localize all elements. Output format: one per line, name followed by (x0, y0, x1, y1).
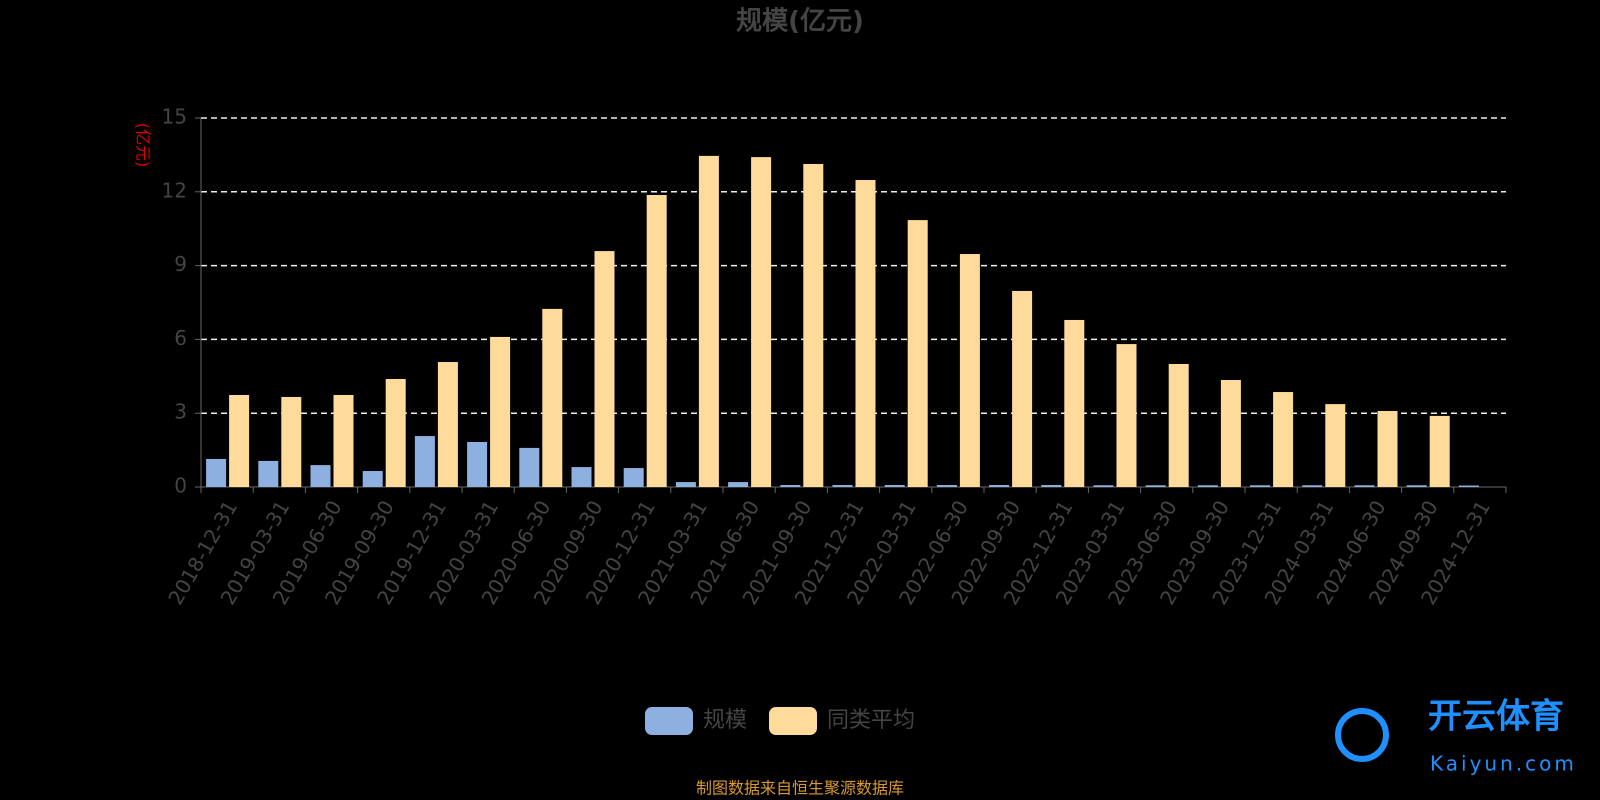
y-tick-label: 15 (162, 105, 187, 129)
bar (646, 194, 667, 488)
bar (333, 394, 354, 487)
bar (1429, 415, 1450, 487)
bar (1354, 485, 1375, 487)
bar (519, 447, 540, 487)
bar (258, 460, 279, 487)
bar (206, 458, 227, 487)
bar (1377, 410, 1398, 487)
bar (1145, 485, 1166, 487)
bar (362, 471, 383, 487)
y-tick-label: 6 (174, 326, 187, 350)
bar (884, 485, 905, 487)
bar (1116, 344, 1137, 487)
bar (571, 467, 592, 487)
bar (1406, 485, 1427, 487)
bar (1168, 364, 1189, 487)
y-tick-label: 9 (174, 252, 187, 276)
bar (1250, 485, 1271, 487)
bar (936, 485, 957, 487)
y-tick-label: 0 (174, 474, 187, 498)
bar (310, 465, 331, 487)
bar (751, 157, 772, 487)
bar (698, 155, 719, 487)
bar (594, 251, 615, 487)
bar (542, 308, 563, 487)
bar (1302, 485, 1323, 487)
legend-swatch (769, 707, 818, 735)
bar (780, 485, 801, 487)
bar (623, 468, 644, 487)
bar (855, 179, 876, 487)
bar (728, 482, 749, 487)
bar (959, 254, 980, 487)
legend-label: 规模 (703, 708, 747, 733)
watermark-name: 开云体育 (1428, 697, 1564, 737)
watermark-url: Kaiyun.com (1430, 752, 1577, 776)
bar (1041, 485, 1062, 487)
bar (1093, 485, 1114, 487)
bar (414, 436, 435, 487)
bar (1197, 485, 1218, 487)
bar (989, 485, 1010, 487)
bar (1220, 379, 1241, 487)
bar (437, 362, 458, 487)
bar (907, 220, 928, 487)
bar (1458, 485, 1479, 487)
bar (281, 396, 302, 487)
y-tick-label: 12 (162, 178, 187, 202)
bar (1325, 404, 1346, 487)
bar (229, 394, 250, 487)
y-tick-label: 3 (174, 400, 187, 424)
bar (1273, 392, 1294, 487)
watermark: 开云体育 Kaiyun.com (1335, 697, 1577, 776)
bar (803, 164, 824, 487)
bar (385, 379, 406, 487)
bar (490, 336, 511, 487)
y-axis-label: (亿元) (134, 123, 153, 168)
bar (1064, 319, 1085, 487)
legend-swatch (645, 707, 693, 735)
bar (675, 482, 696, 487)
logo (1335, 708, 1389, 762)
source-note: 制图数据来自恒生聚源数据库 (696, 779, 904, 798)
legend-label: 同类平均 (827, 708, 915, 733)
bar (1012, 290, 1033, 487)
chart-title: 规模(亿元) (736, 7, 864, 37)
bar (832, 485, 853, 487)
bar (467, 441, 488, 487)
